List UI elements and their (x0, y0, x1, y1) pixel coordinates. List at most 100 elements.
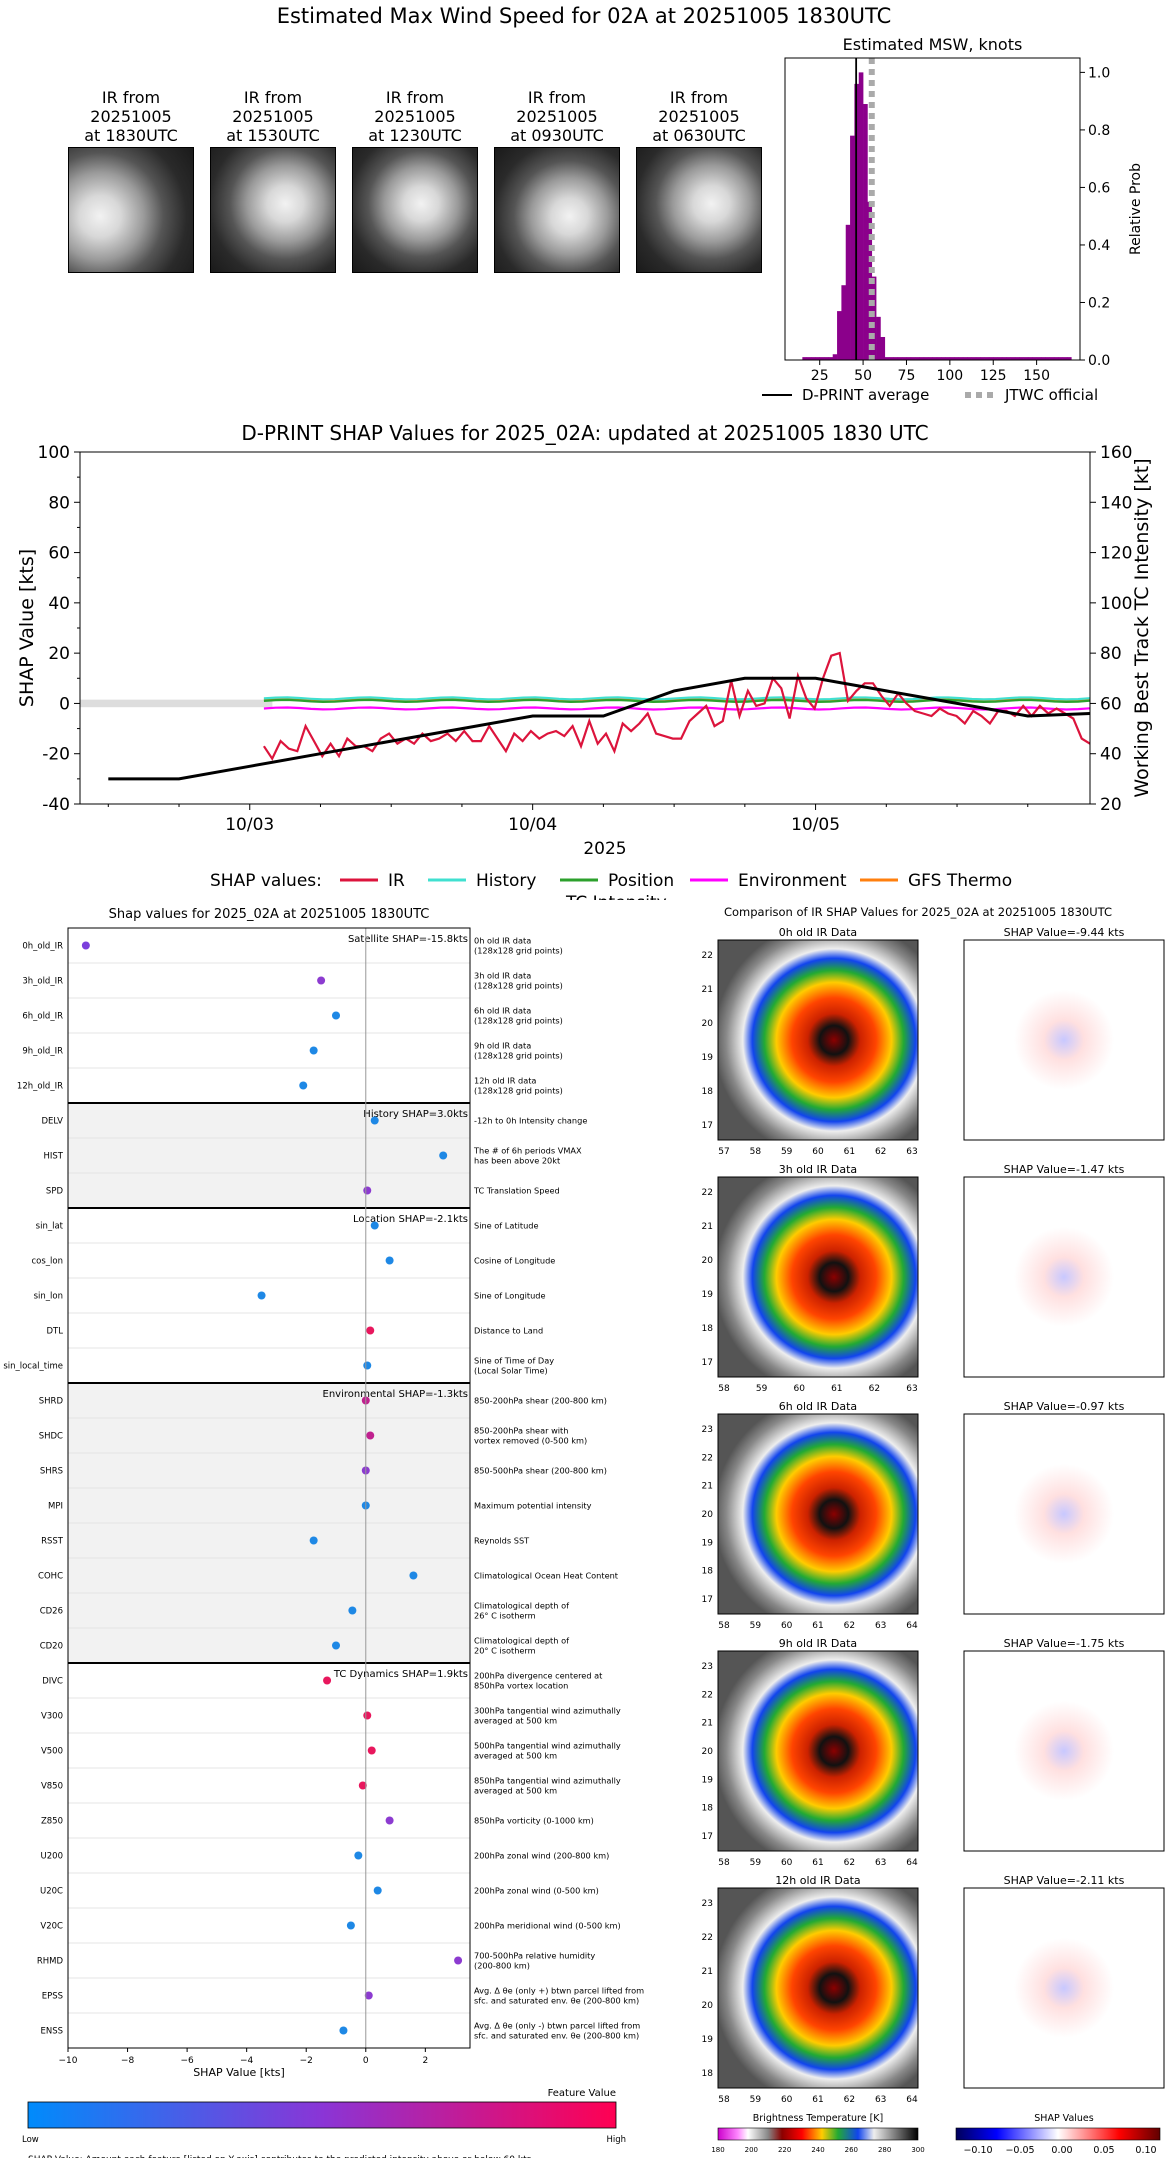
feature-point (354, 1851, 363, 1860)
ir-y-tick-label: 21 (702, 985, 713, 995)
group-label: Environmental SHAP=-1.3kts (323, 1389, 469, 1400)
ir-x-tick-label: 57 (718, 1147, 729, 1157)
histogram-bar (949, 357, 955, 360)
shap-map-image (963, 1650, 1165, 1852)
ir-x-tick-label: 63 (906, 1147, 917, 1157)
histogram-bar (1045, 357, 1050, 360)
histogram-bar (941, 357, 946, 360)
ir-data-title: 6h old IR Data (779, 1400, 857, 1413)
feature-point (309, 1046, 318, 1055)
feature-point (332, 1641, 340, 1650)
ir-panel-label: IR from 20251005 at 0630UTC (652, 88, 746, 145)
histogram-bar (841, 285, 847, 360)
ir-y-tick-label: 21 (702, 1967, 713, 1977)
y-tick-label: 80 (48, 493, 70, 513)
ir-data-image (717, 1176, 919, 1378)
feature-description: TC Translation Speed (473, 1186, 560, 1196)
histogram-bar (1010, 357, 1016, 360)
y-tick-label: 60 (48, 544, 70, 564)
x-tick-label: 10/03 (225, 815, 274, 835)
feature-point (373, 1886, 382, 1895)
feature-name: sin_lon (34, 1292, 63, 1302)
series-line-history (263, 696, 1091, 701)
feature-description: 6h old IR data (474, 1006, 531, 1016)
ir-x-tick-label: 58 (718, 1384, 730, 1394)
histogram-bar (988, 357, 994, 360)
histogram-bar (1014, 357, 1020, 360)
footnote: SHAP Value: Amount each feature [listed … (28, 2155, 532, 2158)
comparison-title: Comparison of IR SHAP Values for 2025_02… (724, 905, 1112, 919)
ir-x-tick-label: 62 (844, 1858, 855, 1868)
feature-description: 0h old IR data (474, 936, 531, 946)
ir-data-image (717, 1413, 919, 1615)
feature-shap-chart: Shap values for 2025_02A at 20251005 183… (3, 907, 644, 2158)
feature-name: DIVC (42, 1677, 63, 1687)
x-tick-label: 75 (898, 368, 916, 384)
ir-x-tick-label: 60 (781, 1621, 793, 1631)
group-label: Location SHAP=-2.1kts (353, 1214, 468, 1225)
y-tick-label: 0.0 (1088, 353, 1110, 369)
y-tick-label: 0.8 (1088, 123, 1110, 139)
ir-y-tick-label: 23 (702, 1662, 713, 1672)
feature-name: 9h_old_IR (22, 1047, 63, 1057)
histogram-bar (811, 357, 816, 360)
legend-label: Position (608, 871, 674, 891)
group-label: History SHAP=3.0kts (363, 1109, 468, 1120)
y2-tick-label: 160 (1100, 443, 1132, 463)
histogram-bar (936, 357, 942, 360)
bt-colorbar-tick: 200 (745, 2146, 758, 2154)
shap-colorbar-title: SHAP Values (1034, 2113, 1094, 2124)
ir-x-tick-label: 64 (906, 1858, 918, 1868)
feature-description: (128x128 grid points) (474, 1016, 563, 1026)
ir-y-tick-label: 20 (702, 1747, 714, 1757)
bt-colorbar-tick: 180 (711, 2146, 724, 2154)
shap-map-title: SHAP Value=-9.44 kts (1004, 926, 1125, 939)
ir-x-tick-label: 60 (812, 1147, 824, 1157)
ir-data-title: 0h old IR Data (779, 926, 857, 939)
feature-point (439, 1151, 448, 1160)
y2-tick-label: 20 (1100, 795, 1122, 815)
timeseries-frame (79, 451, 1091, 805)
histogram-bar (984, 357, 990, 360)
ir-data-title: 3h old IR Data (779, 1163, 857, 1176)
feature-name: SHRD (39, 1397, 64, 1407)
ir-y-tick-label: 19 (702, 1538, 714, 1548)
feature-name: sin_local_time (3, 1362, 63, 1372)
x-tick-label: −6 (180, 2056, 194, 2066)
shap-map-title: SHAP Value=-2.11 kts (1004, 1874, 1125, 1887)
shap-timeseries-chart: D-PRINT SHAP Values for 2025_02A: update… (16, 421, 1153, 900)
y-tick-label: 0.4 (1088, 238, 1110, 254)
ir-y-tick-label: 22 (702, 1933, 713, 1943)
ir-y-tick-label: 23 (702, 1899, 713, 1909)
feature-point (367, 1746, 376, 1755)
bt-colorbar-tick: 300 (911, 2146, 924, 2154)
feature-description: Climatological depth of (474, 1601, 570, 1611)
feature-point (385, 1256, 394, 1265)
legend-label: GFS Thermo (908, 871, 1012, 891)
feature-description: 850-500hPa shear (200-800 km) (474, 1466, 607, 1476)
feature-description: Sine of Longitude (474, 1291, 546, 1301)
histogram-bar (889, 357, 894, 360)
y2-tick-label: 100 (1100, 594, 1132, 614)
histogram-bar (815, 357, 821, 360)
feature-description: (128x128 grid points) (474, 946, 563, 956)
histogram-bar (910, 357, 916, 360)
histogram-bar (1006, 357, 1011, 360)
feature-name: cos_lon (31, 1257, 63, 1267)
feature-description: Maximum potential intensity (474, 1501, 592, 1511)
ir-y-tick-label: 23 (702, 1425, 713, 1435)
feature-description: 12h old IR data (474, 1076, 536, 1086)
ir-y-tick-label: 18 (702, 1324, 714, 1334)
feature-point (332, 1011, 340, 1020)
x-tick-label: −2 (300, 2056, 313, 2066)
feature-description: 850-200hPa shear with (474, 1426, 568, 1436)
histogram-bar (850, 135, 855, 360)
ir-y-tick-label: 20 (702, 2001, 714, 2011)
group-band (68, 1103, 470, 1208)
feature-point (317, 976, 326, 985)
msw-histogram: Estimated MSW, knots 25 50 75 100 125 150 0.0 0.… (762, 35, 1144, 404)
ir-y-tick-label: 21 (702, 1222, 713, 1232)
y-tick-label: 20 (48, 644, 70, 664)
feature-name: HIST (44, 1152, 64, 1162)
feature-point (366, 1326, 375, 1335)
